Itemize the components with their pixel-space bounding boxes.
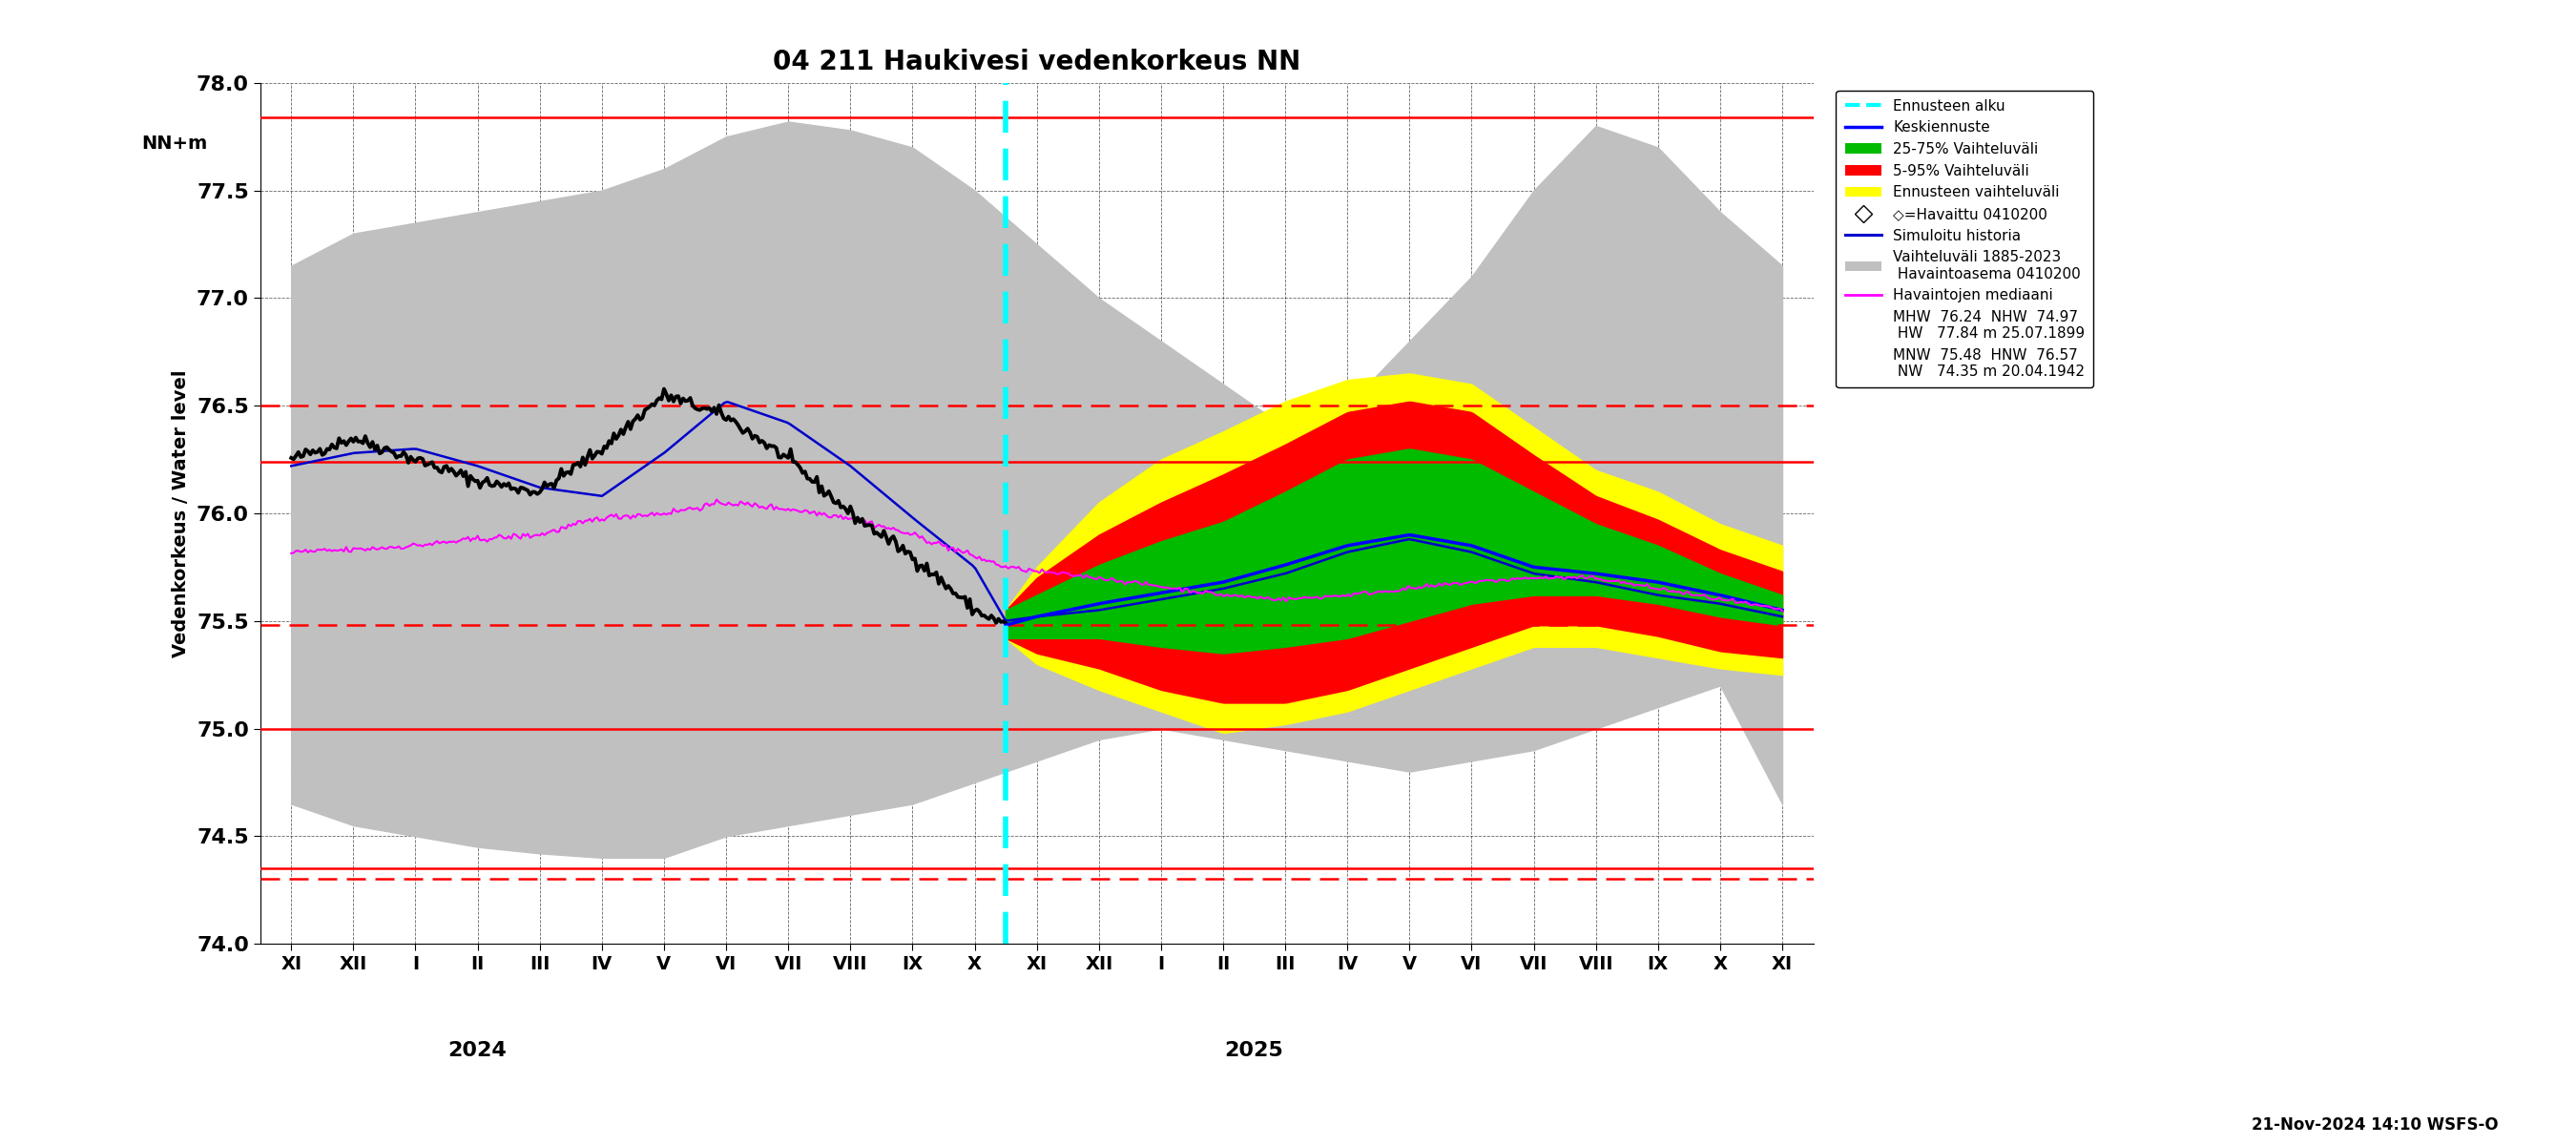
Text: NN+m: NN+m	[142, 134, 209, 152]
Y-axis label: Vedenkorkeus / Water level: Vedenkorkeus / Water level	[173, 370, 191, 657]
Text: 21-Nov-2024 14:10 WSFS-O: 21-Nov-2024 14:10 WSFS-O	[2251, 1116, 2499, 1134]
Text: 2025: 2025	[1224, 1041, 1283, 1059]
Text: 2024: 2024	[448, 1041, 507, 1059]
Title: 04 211 Haukivesi vedenkorkeus NN: 04 211 Haukivesi vedenkorkeus NN	[773, 48, 1301, 76]
Legend: Ennusteen alku, Keskiennuste, 25-75% Vaihteluväli, 5-95% Vaihteluväli, Ennusteen: Ennusteen alku, Keskiennuste, 25-75% Vai…	[1837, 90, 2094, 388]
